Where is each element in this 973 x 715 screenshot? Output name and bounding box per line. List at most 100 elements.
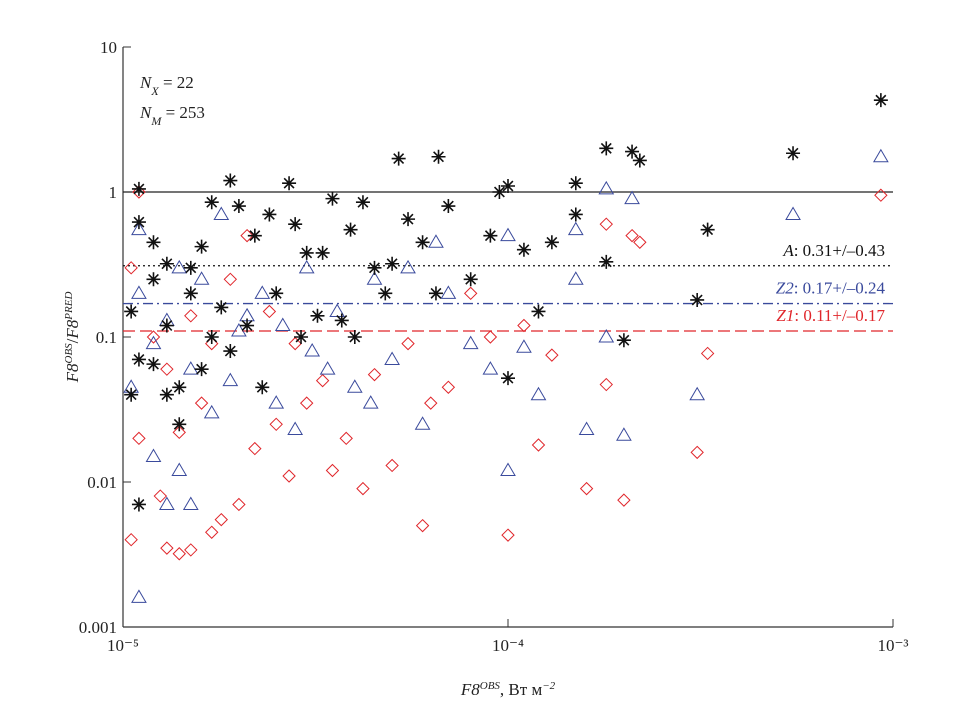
- point: [428, 234, 444, 248]
- point: [786, 146, 801, 161]
- label-run: /: [63, 338, 82, 343]
- point: [415, 518, 430, 533]
- point: [428, 286, 443, 301]
- series-name: A: [782, 241, 794, 260]
- point: [500, 462, 516, 477]
- point: [567, 221, 584, 236]
- point: [599, 217, 613, 231]
- label-run: F8: [460, 680, 480, 699]
- label-run: = 22: [159, 73, 194, 92]
- point: [131, 352, 146, 367]
- point: [240, 228, 254, 243]
- point: [346, 379, 363, 393]
- point: [625, 144, 640, 159]
- point: [131, 285, 147, 299]
- point: [463, 286, 478, 301]
- point: [124, 387, 139, 402]
- point: [599, 254, 614, 269]
- point: [254, 285, 271, 299]
- point: [690, 292, 705, 307]
- point: [617, 493, 631, 507]
- point: [172, 547, 186, 561]
- point: [531, 304, 546, 319]
- x-tick-label: 10⁻⁴: [492, 636, 524, 655]
- point: [131, 181, 146, 196]
- point: [356, 481, 370, 496]
- label-run: PRED: [63, 292, 75, 321]
- point: [287, 421, 304, 436]
- point: [516, 339, 532, 353]
- mean-label: Z1: 0.11+/–0.17: [776, 306, 885, 325]
- point: [288, 217, 303, 232]
- point: [124, 532, 138, 547]
- point: [632, 153, 647, 168]
- mean-label: A: 0.31+/–0.43: [782, 241, 885, 260]
- point: [625, 228, 639, 243]
- point: [240, 318, 255, 333]
- point: [204, 330, 219, 344]
- point: [315, 245, 330, 260]
- point: [146, 330, 161, 344]
- point: [424, 396, 438, 410]
- point: [598, 329, 615, 343]
- label-run: OBS: [63, 343, 75, 364]
- point: [599, 141, 614, 156]
- point: [500, 227, 516, 242]
- series-stat: : 0.31+/–0.43: [794, 241, 885, 260]
- point: [171, 259, 188, 274]
- point: [269, 286, 284, 301]
- point: [124, 304, 139, 319]
- y-tick-label: 0.001: [79, 618, 117, 637]
- point: [159, 318, 174, 333]
- point: [347, 330, 362, 344]
- point: [203, 404, 220, 419]
- point: [172, 380, 187, 395]
- annotation: NX = 22: [139, 73, 194, 98]
- point: [299, 245, 314, 260]
- point: [567, 271, 584, 285]
- point: [194, 396, 209, 410]
- point: [183, 260, 198, 275]
- y-tick-label: 1: [109, 183, 118, 202]
- point: [159, 256, 174, 271]
- point: [633, 235, 647, 249]
- point: [184, 309, 198, 323]
- point: [124, 261, 138, 275]
- point: [146, 235, 161, 250]
- point: [214, 512, 228, 527]
- point: [194, 239, 209, 254]
- point: [378, 286, 393, 301]
- point: [401, 336, 415, 351]
- point: [544, 235, 559, 250]
- label-run: N: [139, 103, 153, 122]
- point: [193, 271, 210, 285]
- point: [568, 176, 583, 191]
- point: [531, 438, 546, 452]
- point: [262, 207, 277, 222]
- point: [483, 330, 498, 344]
- point: [310, 308, 325, 323]
- point: [517, 318, 531, 333]
- label-run: OBS: [480, 680, 501, 692]
- mean-label: Z2: 0.17+/–0.24: [776, 279, 886, 298]
- point: [268, 395, 285, 409]
- point: [146, 272, 161, 287]
- point: [315, 373, 330, 388]
- point: [304, 343, 321, 357]
- point: [160, 541, 174, 555]
- series-name: Z2: [776, 279, 794, 298]
- point: [401, 212, 416, 227]
- point: [131, 589, 147, 603]
- point: [492, 185, 507, 199]
- label-run: = 253: [161, 103, 205, 122]
- point: [545, 348, 559, 362]
- label-run: −2: [542, 680, 555, 692]
- label-run: N: [139, 73, 153, 92]
- point: [579, 481, 594, 496]
- point: [598, 180, 615, 195]
- point: [172, 417, 187, 432]
- point: [172, 425, 186, 440]
- annotation: NM = 253: [139, 103, 205, 128]
- point: [391, 151, 406, 166]
